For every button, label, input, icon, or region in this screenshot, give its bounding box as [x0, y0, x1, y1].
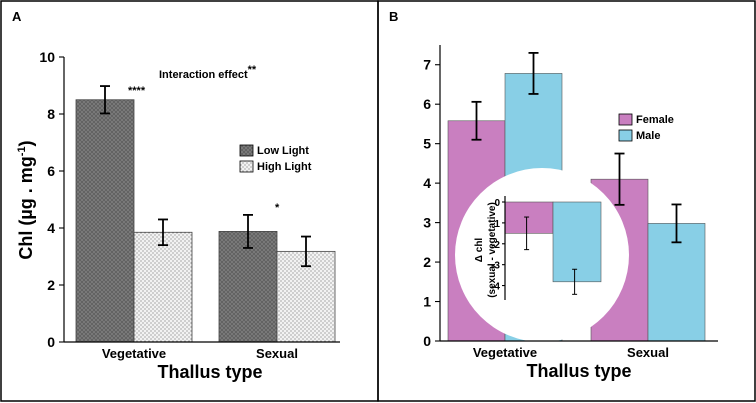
- inset-y-tick-label: -1: [491, 219, 500, 230]
- inset-y-axis-title-line1: Δ chl: [474, 238, 485, 263]
- legend-label-high-light: High Light: [257, 161, 312, 173]
- panel-b-y-tick-label: 1: [423, 294, 431, 310]
- panel-a-error-bars: [100, 85, 311, 268]
- panel-a-interaction-significance: **: [248, 64, 257, 76]
- inset-y-ticks: 0 -1 -2 -3 -4: [491, 198, 505, 293]
- panel-a-y-tick-label: 10: [39, 49, 55, 65]
- panel-a-y-tick-label: 4: [47, 220, 55, 236]
- panel-a-y-axis-title-superscript: -1: [16, 146, 28, 156]
- panel-b-x-axis-title: Thallus type: [526, 361, 631, 381]
- error-bar-male-vegetative: [528, 51, 539, 95]
- panel-a-letter: A: [12, 9, 22, 24]
- panel-a-y-tick-label: 8: [47, 106, 55, 122]
- inset-error-bar-male: [572, 268, 578, 295]
- panel-a-y-tick-label: 2: [47, 277, 55, 293]
- bar-low-light-vegetative: [75, 99, 135, 343]
- inset-bar-male: [552, 201, 602, 283]
- panel-b-error-bars: [471, 51, 682, 244]
- panel-b-category-vegetative: Vegetative: [473, 345, 537, 360]
- panel-a-interaction-annotation: Interaction effect**: [159, 64, 257, 81]
- panel-b-y-tick-label: 4: [423, 175, 431, 191]
- inset-y-tick-label: 0: [494, 198, 500, 209]
- panel-b-y-tick-label: 6: [423, 96, 431, 112]
- panel-a-interaction-text: Interaction effect: [159, 69, 248, 81]
- inset-y-tick-label: -2: [491, 240, 500, 251]
- panel-b-legend: Female Male: [618, 113, 674, 142]
- panel-b-y-tick-label: 2: [423, 254, 431, 270]
- inset-error-bars: [524, 216, 578, 295]
- panel-a-y-ticks: 0 2 4 6 8 10: [39, 49, 64, 350]
- error-bar-high-light-vegetative: [158, 218, 168, 247]
- panel-a-y-axis-title-main: Chl (µg . mg: [16, 156, 36, 259]
- inset-bars: [504, 201, 602, 283]
- panel-b-category-sexual: Sexual: [627, 345, 669, 360]
- error-bar-high-light-sexual: [301, 235, 311, 268]
- legend-swatch-female: [618, 113, 633, 126]
- inset-chart: 0 -1 -2 -3 -4 Δ chl (sexual - vegetative): [474, 196, 602, 300]
- panel-b-y-tick-label: 0: [423, 333, 431, 349]
- inset-y-tick-label: -3: [491, 261, 500, 272]
- legend-swatch-low-light: [239, 144, 254, 157]
- inset-error-bar-female: [524, 216, 530, 251]
- inset-bar-female: [504, 201, 554, 234]
- bar-low-light-sexual: [218, 231, 278, 343]
- error-bar-female-sexual: [614, 152, 625, 206]
- panel-b-y-tick-label: 5: [423, 136, 431, 152]
- error-bar-low-light-sexual: [243, 213, 253, 249]
- error-bar-male-sexual: [671, 203, 682, 244]
- inset-y-tick-label: -4: [491, 282, 500, 293]
- panel-a-category-sexual: Sexual: [256, 346, 298, 361]
- panel-a-legend: Low Light High Light: [239, 144, 312, 173]
- panel-a-significance-sexual: *: [275, 202, 280, 214]
- legend-swatch-male: [618, 129, 633, 142]
- panel-a-y-axis-title: Chl (µg . mg-1): [16, 140, 36, 259]
- error-bar-low-light-vegetative: [100, 85, 110, 115]
- panel-b-letter: B: [389, 9, 398, 24]
- panel-b-y-tick-label: 7: [423, 57, 431, 73]
- inset-y-axis-title-line2: (sexual - vegetative): [487, 202, 498, 298]
- legend-label-female: Female: [636, 114, 674, 126]
- panel-b-y-ticks: 0 1 2 3 4 5 6 7: [423, 57, 440, 349]
- legend-label-male: Male: [636, 130, 660, 142]
- panel-b-frame: [377, 0, 756, 402]
- panel-a-y-tick-label: 6: [47, 163, 55, 179]
- panel-a-category-vegetative: Vegetative: [102, 346, 166, 361]
- panel-a-bars: [75, 99, 336, 343]
- error-bar-female-vegetative: [471, 100, 482, 141]
- panel-a-y-axis-title-close: ): [16, 140, 36, 146]
- panel-a-y-tick-label: 0: [47, 334, 55, 350]
- legend-swatch-high-light: [239, 160, 254, 173]
- legend-label-low-light: Low Light: [257, 145, 309, 157]
- panel-a-chart: 0 2 4 6 8 10 Vegetative Sexual Thallus type C…: [16, 49, 340, 382]
- panel-a-x-axis-title: Thallus type: [157, 362, 262, 382]
- panel-b-y-tick-label: 3: [423, 215, 431, 231]
- panel-a-significance-vegetative: ****: [128, 85, 146, 97]
- bar-high-light-vegetative: [133, 231, 193, 343]
